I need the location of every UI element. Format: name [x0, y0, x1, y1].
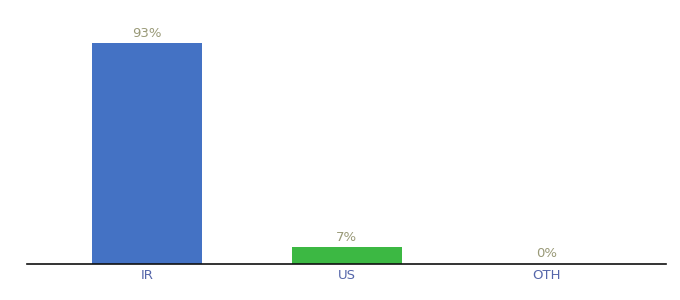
Text: 0%: 0% — [536, 248, 557, 260]
Text: 7%: 7% — [336, 231, 358, 244]
Bar — [92, 44, 202, 264]
Bar — [292, 248, 402, 264]
Text: 93%: 93% — [133, 27, 162, 40]
